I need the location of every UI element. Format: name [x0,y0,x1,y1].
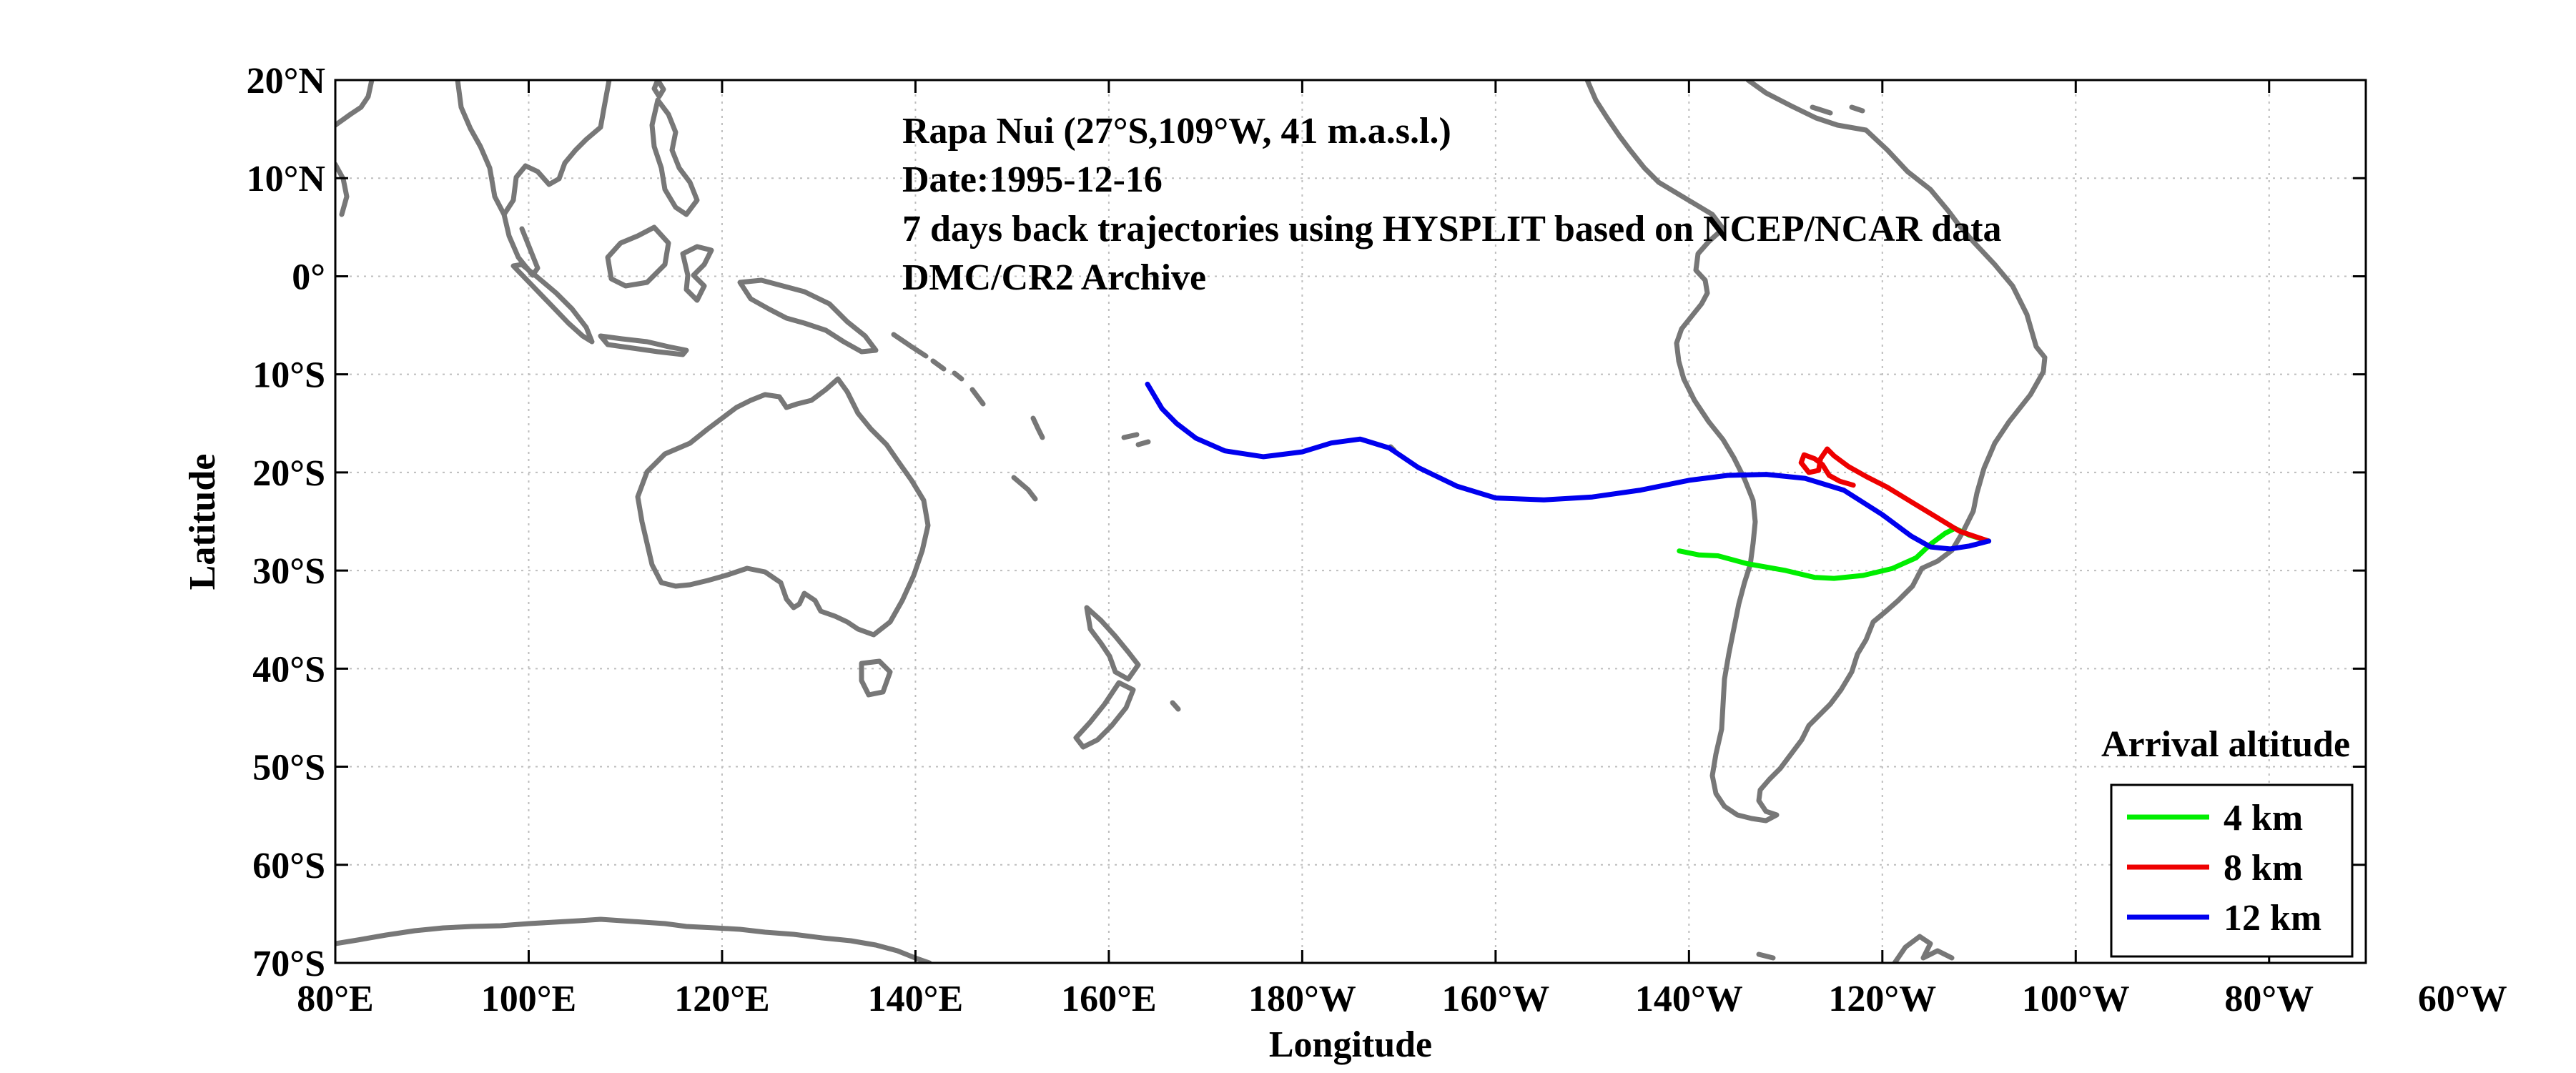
y-axis-label: Latitude [182,454,223,590]
coast-falklands [1756,951,1776,961]
legend-label: 4 km [2224,798,2303,839]
x-axis-label: Longitude [1269,1024,1432,1065]
coast-antarctic-peninsula [1892,934,1955,963]
annotation-archive: DMC/CR2 Archive [902,257,1206,298]
coast-new-zealand-north [1084,605,1141,682]
coast-caribbean [1810,104,1865,116]
coast-taiwan [651,80,666,99]
y-tick-label: 20°N [247,61,325,102]
annotation-date: Date:1995-12-16 [902,159,1163,200]
x-axis-ticks: 80°E 100°E 120°E 140°E 160°E 180°W 160°W 140°W 1… [297,80,2507,1019]
x-tick-label: 180°W [1248,979,1356,1019]
coast-new-guinea [737,277,879,355]
coast-antarctica [335,916,932,963]
legend: 4 km 8 km 12 km [2110,783,2354,958]
coast-new-caledonia [1011,475,1038,502]
x-tick-label: 140°W [1635,979,1743,1019]
legend-box [2110,783,2354,958]
coast-new-zealand-south [1073,680,1136,750]
y-tick-label: 30°S [252,551,325,592]
y-tick-label: 70°S [252,944,325,984]
grid-lines [335,80,2366,963]
coast-asia-mainland [335,80,612,217]
y-axis-ticks: 20°N 10°N 0° 10°S 20°S 30°S 40°S 50°S 60°S 70°S [247,61,2366,984]
coast-central-america [1584,80,1726,232]
x-tick-label: 80°E [297,979,373,1019]
x-tick-label: 60°W [2418,979,2507,1019]
coast-sumatra [510,262,595,345]
y-tick-label: 10°N [247,159,325,199]
y-tick-label: 0° [292,257,325,297]
trajectory-lines [1145,381,1992,581]
x-tick-label: 160°E [1061,979,1156,1019]
y-tick-label: 40°S [252,649,325,690]
coast-philippines [649,97,700,217]
coast-solomon-islands [891,332,986,407]
coast-java [598,333,689,357]
legend-label: 12 km [2224,898,2321,939]
y-tick-label: 20°S [252,453,325,494]
plot-frame [334,79,2367,964]
x-tick-label: 100°W [2022,979,2130,1019]
x-tick-label: 120°W [1828,979,1936,1019]
coast-sulawesi [680,244,714,303]
coast-tasmania [859,658,893,698]
x-tick-label: 120°E [674,979,769,1019]
coast-pacific-island [1170,444,1397,712]
coast-fiji [1121,432,1151,448]
y-tick-label: 50°S [252,748,325,788]
annotation-method: 7 days back trajectories using HYSPLIT b… [902,209,2002,249]
legend-label: 8 km [2224,848,2303,889]
annotation-block: Rapa Nui (27°S,109°W, 41 m.a.s.l.) Date:… [902,111,2002,298]
annotation-location: Rapa Nui (27°S,109°W, 41 m.a.s.l.) [902,111,1451,152]
x-tick-label: 100°E [481,979,576,1019]
trajectory-line-8-km [1798,446,1992,544]
coast-borneo [605,224,671,289]
x-tick-label: 160°W [1441,979,1549,1019]
legend-title: Arrival altitude [2101,724,2350,765]
y-tick-label: 60°S [252,846,325,886]
coast-australia [635,376,931,638]
coast-south-america [1674,80,2048,824]
coast-vanuatu [1030,415,1045,440]
trajectory-line-12-km [1145,381,1992,552]
trajectory-line-4-km [1677,525,1992,581]
x-tick-label: 140°E [868,979,963,1019]
y-tick-label: 10°S [252,355,325,396]
x-tick-label: 80°W [2224,979,2314,1019]
